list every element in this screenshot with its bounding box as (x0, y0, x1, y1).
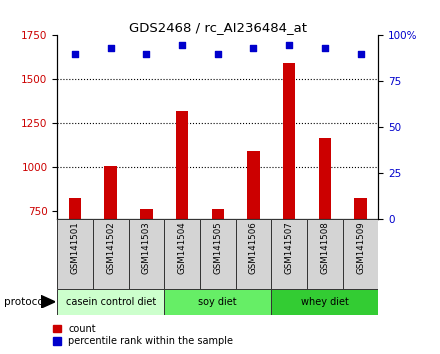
Text: GSM141501: GSM141501 (70, 222, 80, 274)
Bar (343, 219, 378, 289)
Bar (93, 219, 128, 289)
Point (143, 51, 150, 57)
Bar (354, 199, 367, 342)
Bar (57, 219, 93, 289)
Point (72, 51, 79, 57)
Bar (164, 219, 200, 289)
Title: GDS2468 / rc_AI236484_at: GDS2468 / rc_AI236484_at (129, 21, 307, 34)
Bar (164, 289, 271, 315)
Text: GSM141503: GSM141503 (142, 222, 151, 274)
Bar (271, 219, 307, 289)
Point (250, 45, 257, 51)
Text: GSM141509: GSM141509 (356, 222, 365, 274)
Bar (176, 111, 188, 342)
Point (357, 51, 364, 57)
Text: GSM141504: GSM141504 (178, 222, 187, 274)
Point (179, 42, 186, 47)
Text: GSM141506: GSM141506 (249, 222, 258, 274)
Text: whey diet: whey diet (301, 297, 349, 307)
Bar (128, 219, 164, 289)
Text: soy diet: soy diet (198, 297, 237, 307)
Bar (283, 63, 295, 342)
Bar (200, 219, 236, 289)
Text: GSM141508: GSM141508 (320, 222, 330, 274)
Polygon shape (41, 295, 55, 308)
Bar (307, 219, 343, 289)
Bar (69, 199, 81, 342)
Text: GSM141507: GSM141507 (285, 222, 293, 274)
Bar (140, 209, 153, 342)
Point (214, 51, 221, 57)
Text: GSM141502: GSM141502 (106, 222, 115, 274)
Legend: count, percentile rank within the sample: count, percentile rank within the sample (53, 324, 233, 346)
Bar (212, 209, 224, 342)
Bar (271, 289, 378, 315)
Bar (236, 219, 271, 289)
Bar (57, 289, 164, 315)
Bar (104, 166, 117, 342)
Point (107, 45, 114, 51)
Text: casein control diet: casein control diet (66, 297, 156, 307)
Bar (319, 138, 331, 342)
Text: GSM141505: GSM141505 (213, 222, 222, 274)
Point (321, 45, 328, 51)
Bar (247, 151, 260, 342)
Point (286, 42, 293, 47)
Text: protocol: protocol (4, 297, 47, 307)
